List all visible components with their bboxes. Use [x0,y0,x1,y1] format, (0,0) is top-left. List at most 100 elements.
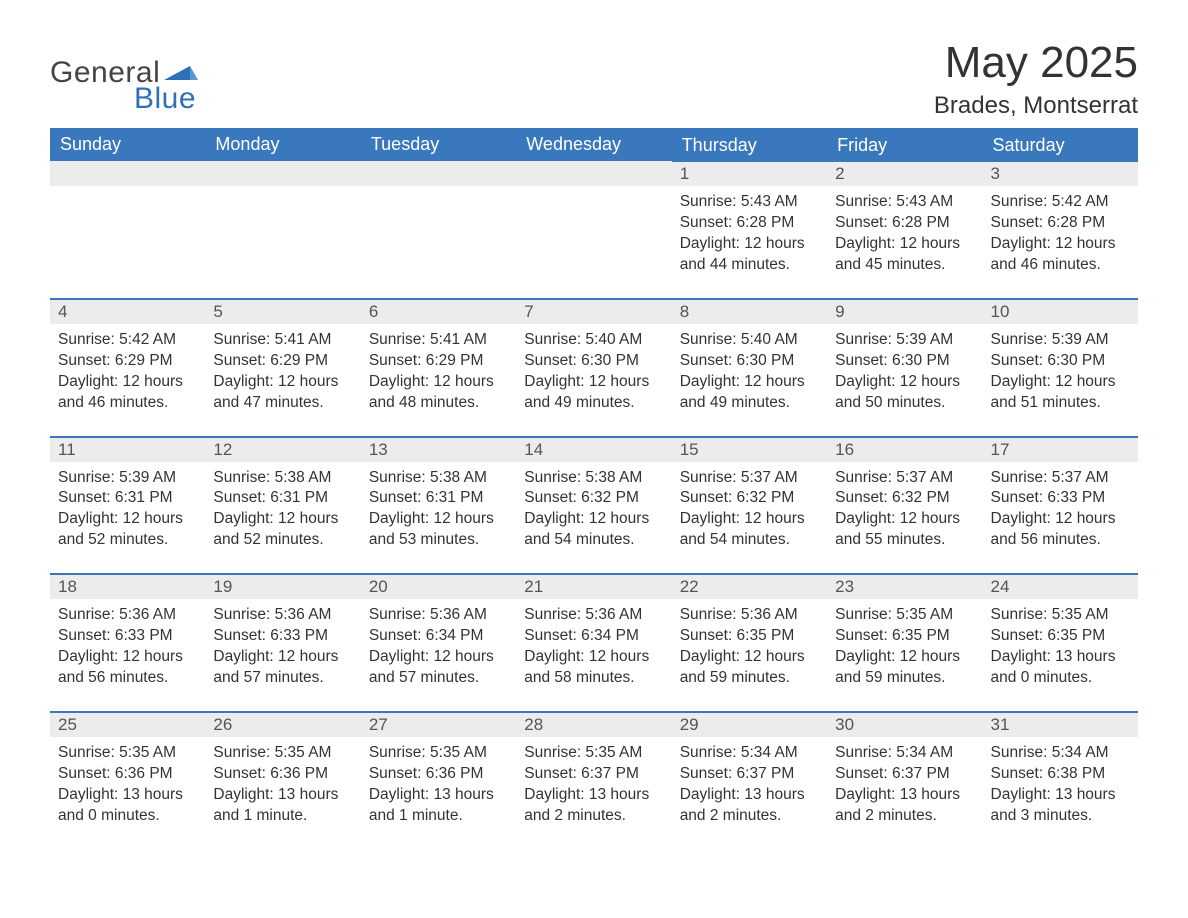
sunset-text: Sunset: 6:35 PM [991,626,1130,647]
day-number-cell: 11 [50,437,205,462]
sunrise-text: Sunrise: 5:35 AM [213,743,352,764]
day-number-cell: 23 [827,574,982,599]
daylight-text: Daylight: 12 hours and 59 minutes. [680,647,819,689]
day-number-cell: 10 [983,299,1138,324]
daylight-text: Daylight: 12 hours and 49 minutes. [680,372,819,414]
page-title: May 2025 [934,40,1138,86]
daylight-text: Daylight: 12 hours and 49 minutes. [524,372,663,414]
sunrise-text: Sunrise: 5:38 AM [369,468,508,489]
day-detail-cell: Sunrise: 5:43 AMSunset: 6:28 PMDaylight:… [827,186,982,299]
brand-logo: General Blue [50,40,198,116]
sunrise-text: Sunrise: 5:35 AM [524,743,663,764]
sunset-text: Sunset: 6:32 PM [835,488,974,509]
weekday-header: Wednesday [516,128,671,162]
daylight-text: Daylight: 12 hours and 58 minutes. [524,647,663,689]
page-header: General Blue May 2025 Brades, Montserrat [50,40,1138,120]
day-detail-cell: Sunrise: 5:38 AMSunset: 6:32 PMDaylight:… [516,462,671,575]
sunset-text: Sunset: 6:35 PM [680,626,819,647]
day-detail-cell: Sunrise: 5:37 AMSunset: 6:32 PMDaylight:… [672,462,827,575]
day-number-cell: 16 [827,437,982,462]
day-detail-cell: Sunrise: 5:40 AMSunset: 6:30 PMDaylight:… [516,324,671,437]
day-detail-cell: Sunrise: 5:43 AMSunset: 6:28 PMDaylight:… [672,186,827,299]
sunrise-text: Sunrise: 5:39 AM [991,330,1130,351]
sunrise-text: Sunrise: 5:39 AM [58,468,197,489]
daylight-text: Daylight: 13 hours and 3 minutes. [991,785,1130,827]
sunrise-text: Sunrise: 5:35 AM [835,605,974,626]
brand-line2: Blue [134,82,196,116]
day-detail-cell [50,186,205,299]
sunrise-text: Sunrise: 5:36 AM [524,605,663,626]
day-number-cell: 29 [672,712,827,737]
day-number-cell: 14 [516,437,671,462]
day-detail-cell: Sunrise: 5:35 AMSunset: 6:35 PMDaylight:… [827,599,982,712]
sunset-text: Sunset: 6:35 PM [835,626,974,647]
day-detail-cell: Sunrise: 5:38 AMSunset: 6:31 PMDaylight:… [205,462,360,575]
daylight-text: Daylight: 12 hours and 50 minutes. [835,372,974,414]
sunset-text: Sunset: 6:31 PM [213,488,352,509]
daylight-text: Daylight: 13 hours and 0 minutes. [991,647,1130,689]
sunrise-text: Sunrise: 5:34 AM [680,743,819,764]
daylight-text: Daylight: 12 hours and 54 minutes. [524,509,663,551]
weekday-header: Friday [827,128,982,162]
daylight-text: Daylight: 12 hours and 56 minutes. [991,509,1130,551]
day-detail-cell: Sunrise: 5:35 AMSunset: 6:36 PMDaylight:… [205,737,360,849]
day-detail-cell: Sunrise: 5:36 AMSunset: 6:34 PMDaylight:… [516,599,671,712]
day-detail-cell: Sunrise: 5:35 AMSunset: 6:35 PMDaylight:… [983,599,1138,712]
day-number-cell: 7 [516,299,671,324]
sunrise-text: Sunrise: 5:37 AM [991,468,1130,489]
sunrise-text: Sunrise: 5:39 AM [835,330,974,351]
day-detail-cell: Sunrise: 5:40 AMSunset: 6:30 PMDaylight:… [672,324,827,437]
daylight-text: Daylight: 13 hours and 0 minutes. [58,785,197,827]
day-detail-cell: Sunrise: 5:35 AMSunset: 6:36 PMDaylight:… [361,737,516,849]
day-number-cell [205,162,360,186]
day-detail-cell: Sunrise: 5:35 AMSunset: 6:36 PMDaylight:… [50,737,205,849]
day-number-cell: 22 [672,574,827,599]
daylight-text: Daylight: 12 hours and 57 minutes. [369,647,508,689]
calendar-page: General Blue May 2025 Brades, Montserrat… [0,0,1188,918]
day-number-cell: 1 [672,162,827,186]
sunset-text: Sunset: 6:33 PM [213,626,352,647]
daylight-text: Daylight: 12 hours and 51 minutes. [991,372,1130,414]
sunset-text: Sunset: 6:34 PM [524,626,663,647]
sunset-text: Sunset: 6:36 PM [213,764,352,785]
sunrise-text: Sunrise: 5:35 AM [369,743,508,764]
day-number-cell: 6 [361,299,516,324]
sunset-text: Sunset: 6:29 PM [369,351,508,372]
sunrise-text: Sunrise: 5:42 AM [991,192,1130,213]
sunset-text: Sunset: 6:37 PM [524,764,663,785]
sunrise-text: Sunrise: 5:43 AM [835,192,974,213]
daylight-text: Daylight: 13 hours and 2 minutes. [835,785,974,827]
sunrise-text: Sunrise: 5:40 AM [524,330,663,351]
sunset-text: Sunset: 6:29 PM [213,351,352,372]
sunset-text: Sunset: 6:36 PM [369,764,508,785]
daylight-text: Daylight: 12 hours and 53 minutes. [369,509,508,551]
day-detail-cell: Sunrise: 5:36 AMSunset: 6:35 PMDaylight:… [672,599,827,712]
day-number-cell: 12 [205,437,360,462]
day-number-cell: 21 [516,574,671,599]
day-number-cell: 20 [361,574,516,599]
weekday-header: Sunday [50,128,205,162]
day-number-cell [361,162,516,186]
day-number-cell: 15 [672,437,827,462]
location-label: Brades, Montserrat [934,92,1138,120]
day-number-cell: 17 [983,437,1138,462]
sunset-text: Sunset: 6:32 PM [524,488,663,509]
day-detail-cell [516,186,671,299]
day-detail-cell: Sunrise: 5:42 AMSunset: 6:29 PMDaylight:… [50,324,205,437]
sunrise-text: Sunrise: 5:40 AM [680,330,819,351]
daylight-text: Daylight: 12 hours and 56 minutes. [58,647,197,689]
sunrise-text: Sunrise: 5:36 AM [680,605,819,626]
day-number-cell: 27 [361,712,516,737]
brand-mark-icon [164,58,198,84]
day-detail-cell: Sunrise: 5:42 AMSunset: 6:28 PMDaylight:… [983,186,1138,299]
daylight-text: Daylight: 13 hours and 2 minutes. [524,785,663,827]
sunset-text: Sunset: 6:28 PM [835,213,974,234]
sunrise-text: Sunrise: 5:35 AM [58,743,197,764]
day-number-cell: 3 [983,162,1138,186]
day-detail-cell: Sunrise: 5:34 AMSunset: 6:37 PMDaylight:… [827,737,982,849]
sunrise-text: Sunrise: 5:34 AM [835,743,974,764]
sunrise-text: Sunrise: 5:36 AM [369,605,508,626]
day-number-cell: 18 [50,574,205,599]
daylight-text: Daylight: 13 hours and 2 minutes. [680,785,819,827]
day-detail-row: Sunrise: 5:39 AM Sunset: 6:31 PM Daylight:… [50,462,1138,575]
